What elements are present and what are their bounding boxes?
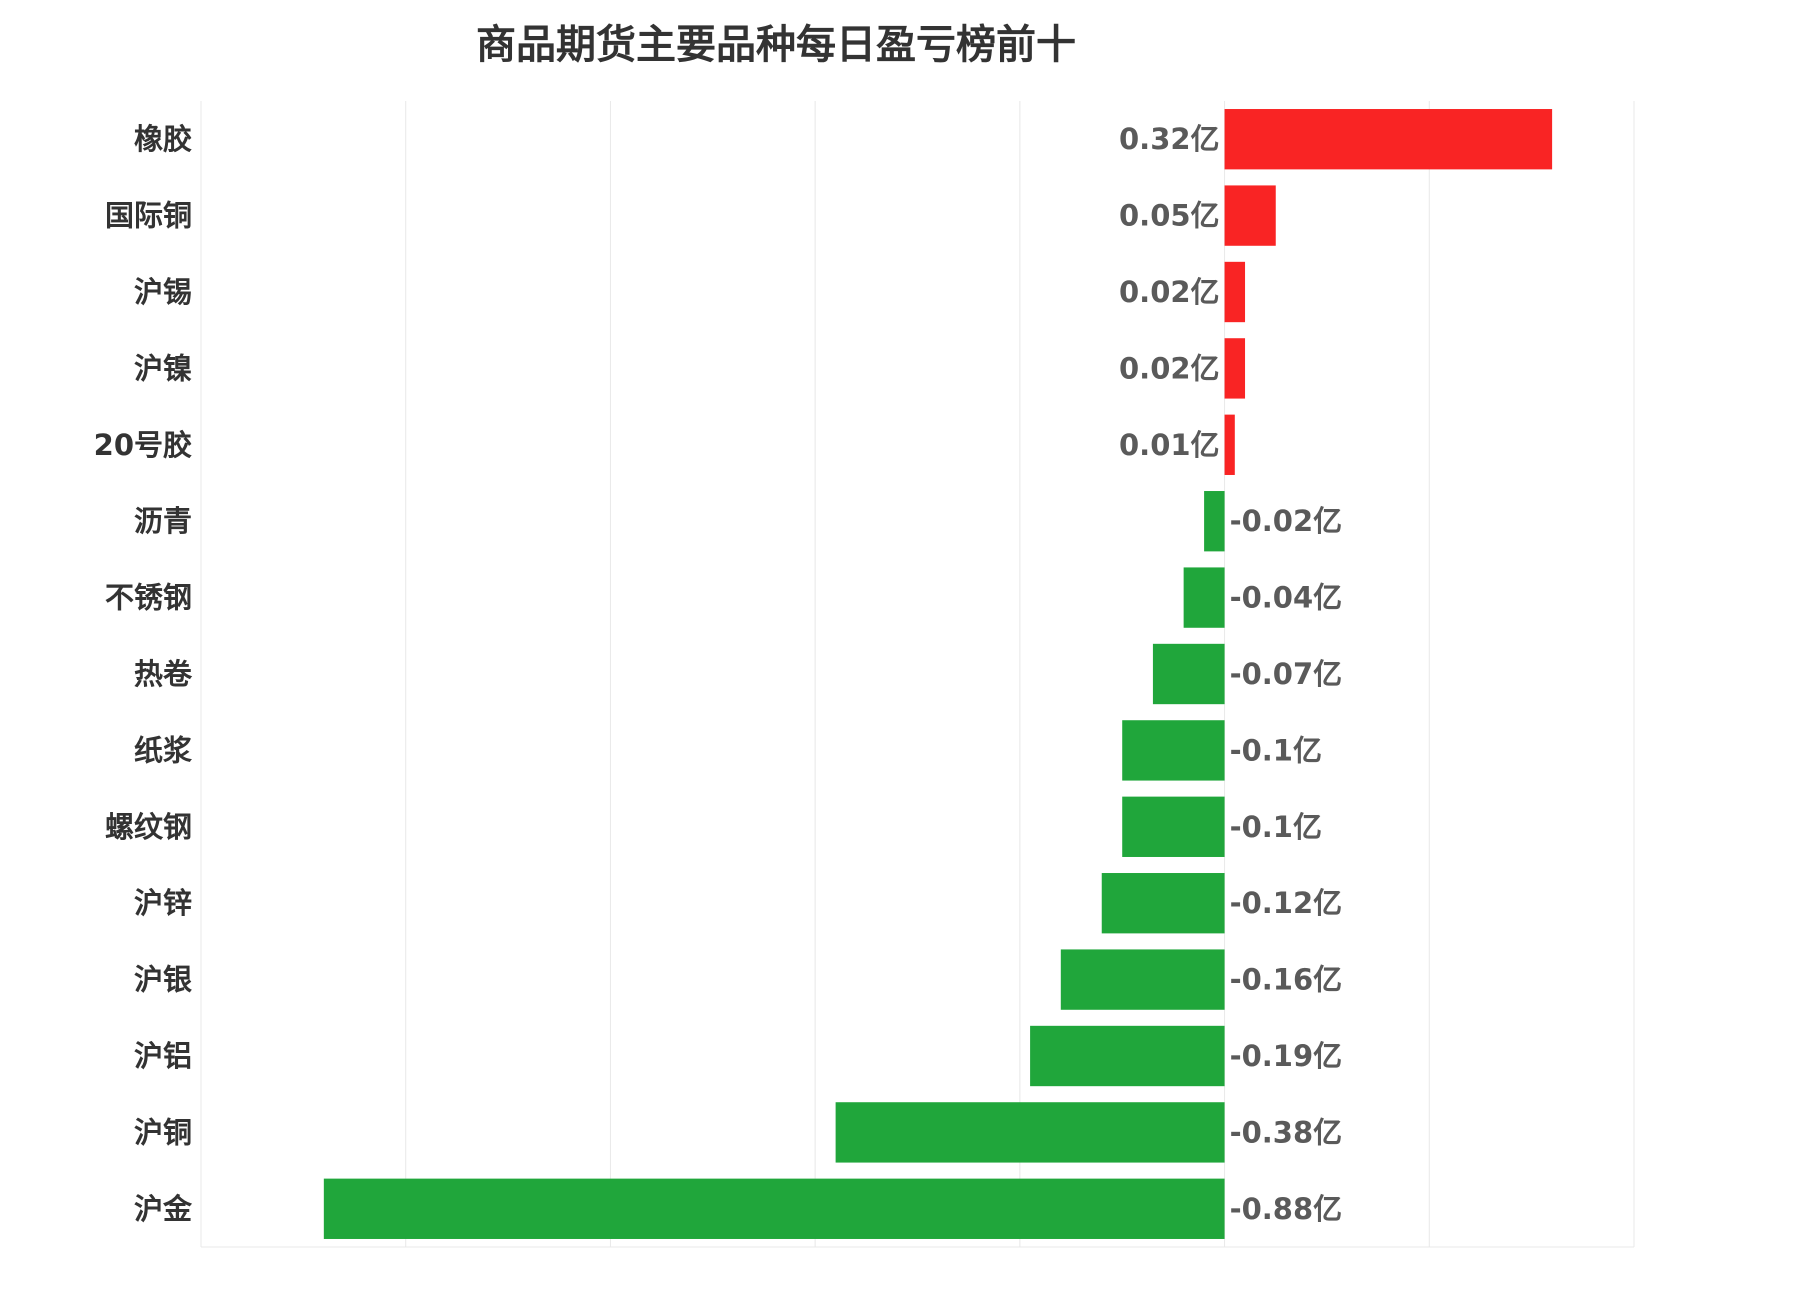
value-label: -0.02亿 [1230, 504, 1343, 538]
bar [1030, 1025, 1225, 1087]
gridlines [200, 101, 1635, 1248]
category-label: 沪镍 [134, 351, 192, 385]
value-label: 0.32亿 [1119, 122, 1220, 156]
category-label: 纸浆 [134, 733, 193, 767]
bars [323, 109, 1553, 1239]
bar [1122, 796, 1225, 857]
category-label: 不锈钢 [105, 581, 192, 615]
category-label: 橡胶 [134, 122, 192, 156]
value-label: -0.12亿 [1230, 886, 1343, 920]
category-label: 国际铜 [105, 199, 192, 233]
bar [1060, 949, 1225, 1010]
bar [1183, 567, 1225, 628]
value-label: 0.05亿 [1119, 199, 1220, 233]
value-label: 0.02亿 [1119, 275, 1220, 309]
bar [1224, 185, 1276, 246]
value-label: 0.01亿 [1119, 428, 1220, 462]
bar [1101, 873, 1225, 934]
category-label: 沪金 [134, 1192, 193, 1226]
category-label: 沪铝 [134, 1039, 192, 1073]
category-label: 沪银 [134, 963, 192, 997]
value-label: 0.02亿 [1119, 351, 1220, 385]
category-label: 沥青 [134, 504, 192, 538]
bar [835, 1102, 1225, 1163]
category-label: 沪锌 [134, 886, 192, 920]
bar [1204, 491, 1225, 552]
bar [1224, 338, 1246, 399]
bar [1224, 109, 1553, 170]
category-label: 20号胶 [94, 428, 192, 462]
value-label: -0.07亿 [1230, 657, 1343, 691]
category-label: 螺纹钢 [105, 810, 192, 844]
value-label: -0.1亿 [1230, 810, 1322, 844]
bar [1122, 720, 1225, 781]
bar [323, 1178, 1225, 1239]
bar [1224, 414, 1235, 475]
value-label: -0.88亿 [1230, 1192, 1343, 1226]
value-label: -0.1亿 [1230, 733, 1322, 767]
bar [1224, 261, 1246, 323]
value-labels: 0.32亿 0.05亿 0.02亿 0.02亿 0.01亿 -0.02亿 -0.04亿 -0.… [1119, 122, 1342, 1226]
category-label: 热卷 [134, 657, 193, 691]
category-label: 沪锡 [134, 275, 192, 309]
chart-title: 商品期货主要品种每日盈亏榜前十 [476, 22, 1076, 68]
value-label: -0.04亿 [1230, 581, 1343, 615]
value-label: -0.19亿 [1230, 1039, 1343, 1073]
bar [1152, 643, 1225, 705]
value-label: -0.38亿 [1230, 1115, 1343, 1149]
category-label: 沪铜 [134, 1115, 192, 1149]
value-label: -0.16亿 [1230, 963, 1343, 997]
